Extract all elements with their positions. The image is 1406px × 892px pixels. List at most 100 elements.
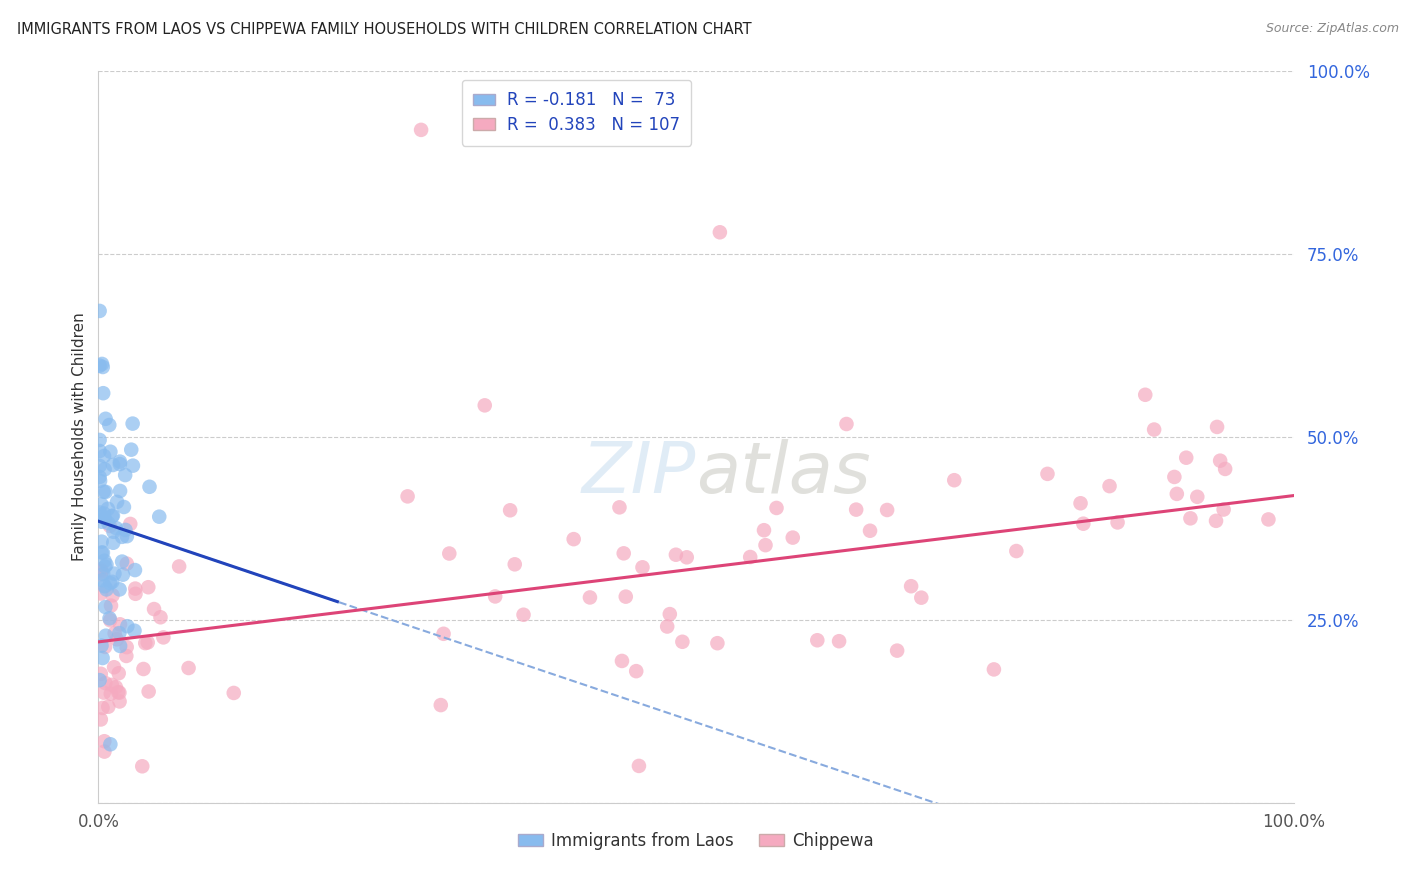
Point bbox=[609, 500, 631, 515]
Point bbox=[114, 468, 136, 483]
Point bbox=[579, 591, 602, 605]
Point bbox=[89, 304, 111, 318]
Point bbox=[89, 506, 111, 520]
Point bbox=[1107, 516, 1129, 530]
Point bbox=[671, 634, 693, 648]
Text: Source: ZipAtlas.com: Source: ZipAtlas.com bbox=[1265, 22, 1399, 36]
Point bbox=[94, 600, 117, 615]
Point bbox=[1163, 470, 1185, 484]
Point bbox=[101, 574, 124, 589]
Point bbox=[98, 417, 121, 432]
Point bbox=[90, 567, 112, 582]
Point bbox=[94, 412, 117, 426]
Point bbox=[121, 417, 143, 431]
Point bbox=[108, 694, 131, 708]
Point bbox=[105, 521, 128, 535]
Point bbox=[89, 470, 111, 484]
Point bbox=[91, 386, 114, 401]
Point bbox=[98, 611, 121, 625]
Point bbox=[432, 627, 454, 641]
Point bbox=[90, 497, 112, 511]
Point bbox=[98, 737, 122, 751]
Point bbox=[658, 607, 681, 621]
Point bbox=[89, 673, 111, 687]
Point bbox=[859, 524, 882, 538]
Point bbox=[835, 417, 858, 431]
Point bbox=[631, 560, 654, 574]
Point bbox=[101, 678, 124, 692]
Point bbox=[120, 516, 142, 531]
Point bbox=[91, 359, 114, 374]
Point bbox=[627, 759, 650, 773]
Point bbox=[103, 524, 125, 539]
Point bbox=[806, 633, 828, 648]
Point bbox=[111, 530, 134, 544]
Point bbox=[765, 500, 787, 515]
Point bbox=[90, 564, 112, 578]
Point bbox=[886, 643, 908, 657]
Text: atlas: atlas bbox=[696, 439, 870, 508]
Point bbox=[96, 558, 118, 572]
Point bbox=[90, 713, 112, 727]
Point bbox=[1098, 479, 1121, 493]
Point bbox=[93, 579, 115, 593]
Point bbox=[94, 511, 117, 525]
Point bbox=[1166, 487, 1188, 501]
Point bbox=[828, 634, 851, 648]
Point bbox=[90, 534, 112, 549]
Point bbox=[90, 562, 112, 576]
Point bbox=[103, 535, 125, 549]
Point bbox=[124, 624, 146, 638]
Text: ZIP: ZIP bbox=[582, 439, 696, 508]
Point bbox=[96, 582, 118, 597]
Point bbox=[93, 449, 115, 463]
Point bbox=[124, 563, 146, 577]
Point bbox=[1070, 496, 1092, 510]
Point bbox=[98, 576, 121, 591]
Point bbox=[626, 664, 648, 678]
Point bbox=[93, 745, 115, 759]
Legend: Immigrants from Laos, Chippewa: Immigrants from Laos, Chippewa bbox=[512, 825, 880, 856]
Point bbox=[1143, 423, 1166, 437]
Point bbox=[1175, 450, 1198, 465]
Point bbox=[91, 573, 114, 587]
Point bbox=[89, 474, 111, 488]
Point bbox=[108, 617, 131, 632]
Point bbox=[754, 538, 776, 552]
Point bbox=[910, 591, 932, 605]
Point bbox=[562, 532, 585, 546]
Point bbox=[1212, 502, 1234, 516]
Point bbox=[1257, 512, 1279, 526]
Point bbox=[101, 508, 124, 523]
Point bbox=[94, 559, 117, 574]
Point bbox=[148, 509, 170, 524]
Point bbox=[411, 123, 433, 137]
Point bbox=[167, 559, 190, 574]
Point bbox=[108, 455, 131, 469]
Point bbox=[1187, 490, 1209, 504]
Point bbox=[90, 515, 112, 529]
Point bbox=[122, 458, 145, 473]
Point bbox=[93, 554, 115, 568]
Point bbox=[105, 632, 128, 647]
Point bbox=[93, 462, 115, 476]
Point bbox=[93, 507, 115, 521]
Point bbox=[943, 473, 966, 487]
Point bbox=[752, 523, 775, 537]
Point bbox=[108, 686, 131, 700]
Point bbox=[222, 686, 245, 700]
Y-axis label: Family Households with Children: Family Households with Children bbox=[72, 313, 87, 561]
Point bbox=[152, 631, 174, 645]
Point bbox=[177, 661, 200, 675]
Point bbox=[111, 567, 134, 582]
Point bbox=[115, 648, 138, 663]
Point bbox=[134, 636, 156, 650]
Point bbox=[1213, 462, 1236, 476]
Point bbox=[512, 607, 534, 622]
Point bbox=[97, 699, 120, 714]
Point bbox=[124, 582, 146, 596]
Point bbox=[120, 442, 142, 457]
Point bbox=[138, 684, 160, 698]
Point bbox=[89, 433, 111, 447]
Point bbox=[91, 546, 114, 560]
